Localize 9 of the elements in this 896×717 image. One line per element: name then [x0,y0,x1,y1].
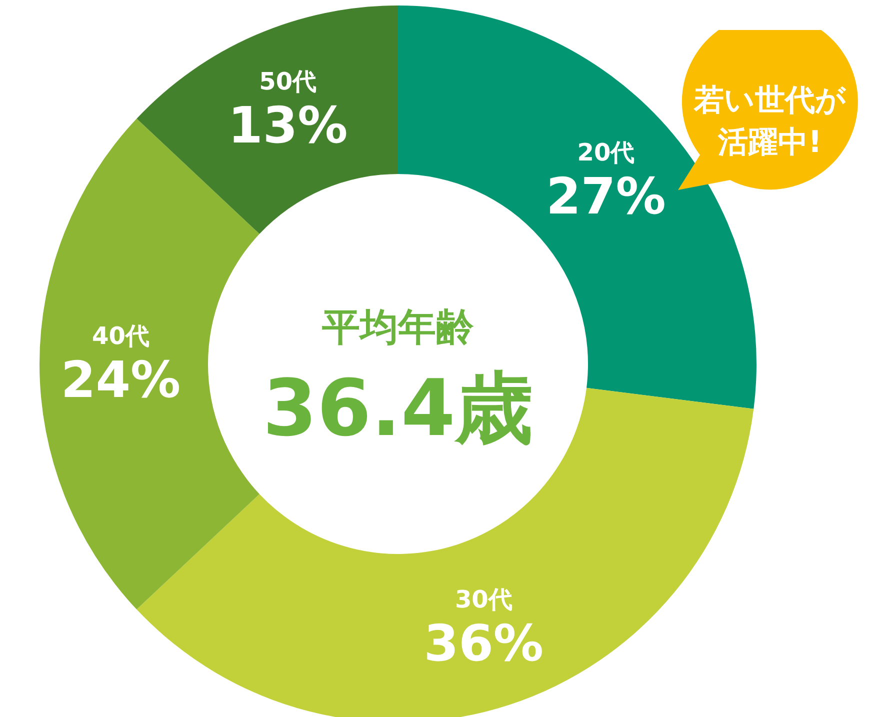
text: 平均年齢 [322,305,474,349]
data-label: 36% [424,614,544,673]
slice-label: 30代 [454,586,512,614]
data-label: 13% [228,96,348,155]
slice-label: 50代 [259,68,317,96]
text: 36.4歳 [262,364,534,454]
slice-label: 20代 [577,138,635,167]
slice-label: 40代 [92,322,150,350]
data-label: 24% [60,351,181,409]
